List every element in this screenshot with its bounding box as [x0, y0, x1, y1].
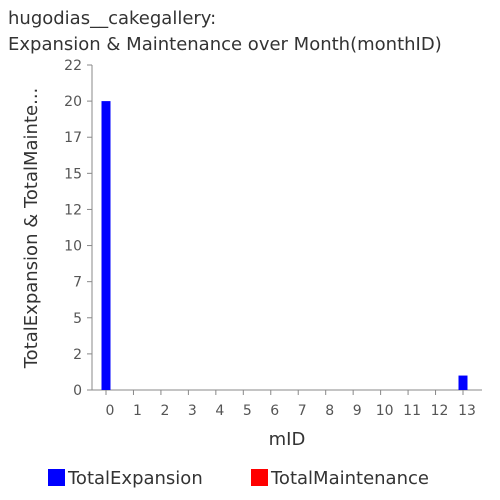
y-tick-label: 0	[73, 383, 82, 399]
chart-title-line-1: hugodias__cakegallery:	[8, 8, 216, 29]
x-tick-label: 6	[270, 403, 279, 419]
legend-swatch-TotalExpansion	[48, 469, 65, 486]
bar-TotalExpansion-0	[101, 101, 111, 390]
y-tick-label: 12	[64, 202, 82, 218]
y-tick-label: 5	[73, 311, 82, 327]
x-axis-title: mID	[269, 429, 306, 450]
bars	[101, 101, 468, 390]
x-tick-label: 10	[376, 403, 394, 419]
x-tick-label: 1	[133, 403, 142, 419]
y-tick-label: 7	[73, 275, 82, 291]
x-tick-label: 2	[160, 403, 169, 419]
x-tick-label: 11	[403, 403, 421, 419]
y-tick-label: 10	[64, 239, 82, 255]
x-tick-label: 12	[431, 403, 449, 419]
x-tick-label: 8	[325, 403, 334, 419]
x-axis: 0 1 2 3 4 5 6 7 8 9 10 11 12 13	[92, 389, 482, 419]
chart-title-line-2: Expansion & Maintenance over Month(month…	[8, 34, 442, 55]
y-tick-label: 22	[64, 58, 82, 74]
x-tick-label: 3	[188, 403, 197, 419]
y-tick-label: 15	[64, 166, 82, 182]
y-tick-label: 17	[64, 130, 82, 146]
bar-TotalExpansion-13	[458, 375, 468, 390]
legend: TotalExpansion TotalMaintenance	[48, 468, 429, 489]
legend-swatch-TotalMaintenance	[251, 469, 268, 486]
chart-title: hugodias__cakegallery: Expansion & Maint…	[8, 8, 442, 55]
y-axis-title: TotalExpansion & TotalMainte...	[21, 88, 42, 370]
x-tick-label: 13	[458, 403, 476, 419]
x-tick-label: 5	[243, 403, 252, 419]
y-axis: 0 2 5 7 10 12 15 17 20 22	[64, 58, 93, 399]
x-tick-label: 7	[298, 403, 307, 419]
legend-label-TotalMaintenance: TotalMaintenance	[270, 468, 429, 489]
legend-label-TotalExpansion: TotalExpansion	[67, 468, 203, 489]
x-tick-label: 4	[215, 403, 224, 419]
y-tick-label: 20	[64, 94, 82, 110]
x-tick-label: 9	[353, 403, 362, 419]
y-tick-label: 2	[73, 347, 82, 363]
x-tick-label: 0	[106, 403, 115, 419]
